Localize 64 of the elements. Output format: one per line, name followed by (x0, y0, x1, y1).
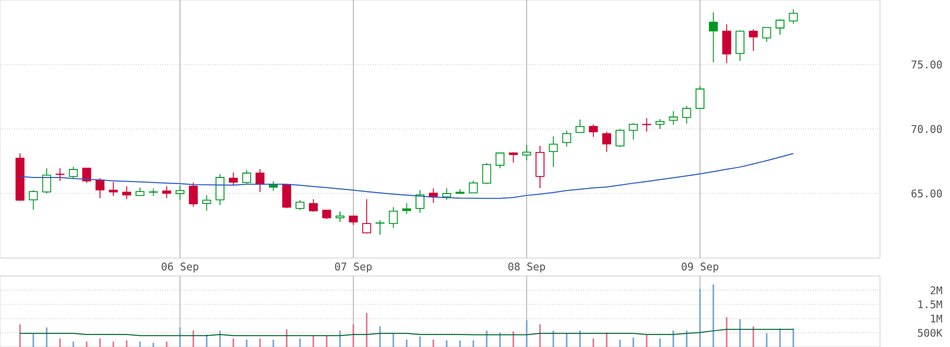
candlestick (576, 119, 584, 133)
x-tick-label: 07 Sep (335, 262, 372, 273)
x-tick-label: 08 Sep (508, 262, 545, 273)
candlestick (562, 130, 572, 147)
candlestick (442, 188, 452, 200)
candlestick (296, 200, 304, 210)
candlestick (696, 86, 704, 109)
candlestick (762, 26, 772, 42)
y-tick-label: 1.5M (918, 300, 942, 308)
candlestick (736, 30, 744, 62)
y-tick-label: 1M (931, 314, 942, 322)
candlestick (776, 18, 784, 36)
candlestick (482, 162, 492, 185)
candlestick (468, 180, 478, 194)
candlestick (656, 118, 664, 130)
candlestick (176, 185, 184, 200)
candlestick (708, 12, 718, 63)
candlestick (388, 206, 398, 228)
candlestick (722, 24, 732, 64)
candlestick (308, 198, 318, 212)
candlestick (522, 144, 532, 161)
candlestick (282, 184, 292, 209)
candlestick (122, 186, 132, 200)
candlestick (242, 170, 252, 184)
candlestick (68, 166, 78, 179)
y-tick-label: 75.00 (912, 60, 942, 68)
candlestick (108, 181, 118, 196)
x-tick-label: 09 Sep (682, 262, 718, 273)
candlestick (588, 124, 598, 138)
candlestick (788, 8, 798, 24)
candlestick (188, 182, 198, 208)
y-tick-label: 65.00 (912, 190, 942, 198)
candlestick (216, 174, 224, 206)
y-tick-label: 70.00 (912, 125, 942, 133)
candlestick (256, 168, 264, 192)
candlestick (336, 210, 344, 222)
candlestick (362, 198, 372, 234)
candlestick (82, 168, 92, 184)
candlestick (56, 168, 64, 182)
candlestick (548, 136, 558, 168)
x-tick-label: 06 Sep (162, 262, 198, 273)
candlestick (162, 186, 172, 199)
candlestick (616, 128, 624, 148)
candlestick (416, 190, 424, 214)
candlestick (402, 202, 412, 214)
y-tick-label: 500K (918, 328, 942, 337)
candlestick (642, 118, 652, 132)
candlestick (376, 220, 384, 236)
candlestick (42, 168, 52, 194)
candlestick (682, 106, 692, 124)
candlestick (602, 131, 612, 152)
candlestick (96, 178, 104, 199)
candlestick (268, 180, 278, 192)
candlestick (348, 215, 358, 226)
candlestick (228, 172, 238, 186)
y-tick-label: 2M (930, 286, 942, 294)
candlestick (668, 110, 678, 126)
candlestick (536, 145, 544, 189)
candlestick (628, 122, 638, 140)
candlestick (202, 194, 212, 212)
candlestick (508, 152, 518, 163)
candlestick (496, 152, 504, 169)
candlestick (28, 190, 38, 210)
candlestick (748, 28, 758, 52)
